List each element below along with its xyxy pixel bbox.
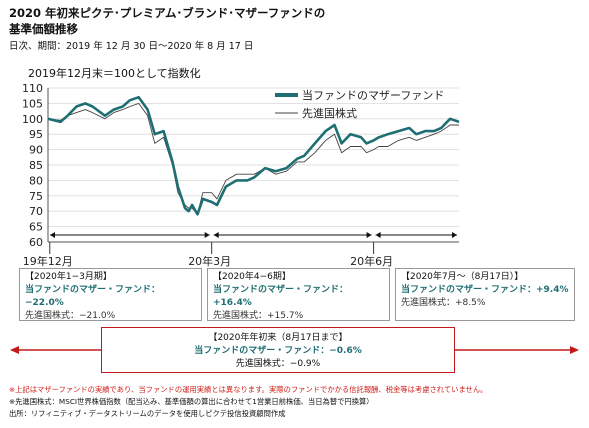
period-box-q1: 【2020年1−3月期】 当ファンドのマザー・ファンド：−22.0% 先進国株式… — [19, 268, 202, 321]
ytd-box: 【2020年年初来（8月17日まで】 当ファンドのマザー・ファンド：−0.6% … — [101, 327, 455, 373]
benchmark-note: ※先進国株式：MSCI世界株価指数（配当込み、基準価額の算出に合わせて1営業日前… — [9, 397, 374, 406]
y-tick-label: 75 — [29, 190, 43, 203]
y-tick-label: 65 — [29, 221, 43, 234]
period-fund-return: 当ファンドのマザー・ファンド：+16.4% — [213, 285, 349, 308]
period-arrow-head — [204, 232, 210, 238]
period-box-q2: 【2020年4−6期】 当ファンドのマザー・ファンド：+16.4% 先進国株式：… — [207, 268, 390, 321]
chart-subtitle: 日次、期間：2019 年 12 月 30 日～2020 年 8 月 17 日 — [9, 41, 254, 52]
disclaimer-note: ※上記はマザーファンドの実績であり、当ファンドの運用実績とは異なります。実際のフ… — [9, 385, 488, 394]
period-arrow-head — [452, 232, 457, 238]
period-fund-return: 当ファンドのマザー・ファンド：+9.4% — [401, 285, 569, 295]
y-tick-label: 100 — [22, 113, 43, 126]
y-tick-label: 80 — [29, 174, 43, 187]
y-tick-label: 60 — [29, 236, 43, 249]
period-label: 【2020年1−3月期】 — [25, 272, 112, 282]
chart-title-line1: 2020 年初来ピクテ･プレミアム･ブランド･マザーファンドの — [9, 6, 326, 20]
period-box-q3: 【2020年7月～（8月17日）】 当ファンドのマザー・ファンド：+9.4% 先… — [395, 268, 575, 321]
ytd-bench-return: 先進国株式：−0.9% — [235, 359, 321, 369]
period-label: 【2020年4−6期】 — [213, 272, 291, 282]
period-fund-return: 当ファンドのマザー・ファンド：−22.0% — [25, 285, 161, 308]
x-tick-label: 20年6月 — [350, 254, 393, 268]
series-line-benchmark — [47, 102, 459, 215]
y-tick-label: 85 — [29, 159, 43, 172]
period-arrow-head — [50, 232, 55, 238]
legend-label: 先進国株式 — [302, 106, 357, 120]
period-label: 【2020年7月～（8月17日）】 — [401, 272, 524, 282]
x-tick-label: 20年3月 — [188, 254, 231, 268]
ytd-fund-return: 当ファンドのマザー・ファンド：−0.6% — [194, 346, 362, 356]
chart-title-line2: 基準価額推移 — [9, 22, 78, 36]
y-tick-label: 95 — [29, 128, 43, 141]
period-bench-return: 先進国株式：+8.5% — [401, 298, 486, 308]
y-tick-label: 105 — [22, 97, 43, 110]
index-note: 2019年12月末＝100として指数化 — [28, 67, 201, 80]
period-bench-return: 先進国株式：−21.0% — [25, 311, 116, 321]
series-line-fund — [47, 95, 460, 216]
period-arrow-head — [375, 232, 381, 238]
y-tick-label: 90 — [29, 144, 43, 157]
period-arrow-head — [213, 232, 219, 238]
period-arrow-head — [366, 232, 372, 238]
y-tick-label: 70 — [29, 205, 43, 218]
ytd-label: 【2020年年初来（8月17日まで】 — [208, 333, 348, 343]
legend-label: 当ファンドのマザーファンド — [302, 88, 444, 102]
x-tick-label: 19年12月 — [23, 254, 73, 268]
source-note: 出所：リフィニティブ・データストリームのデータを使用しピクテ投信投資顧問作成 — [9, 409, 286, 418]
period-bench-return: 先進国株式：+15.7% — [213, 311, 304, 321]
y-tick-label: 110 — [22, 82, 43, 95]
line-chart: 60 65 70 75 80 85 90 95 100 105 110 19年12月 20年3月 20年… — [22, 82, 460, 268]
